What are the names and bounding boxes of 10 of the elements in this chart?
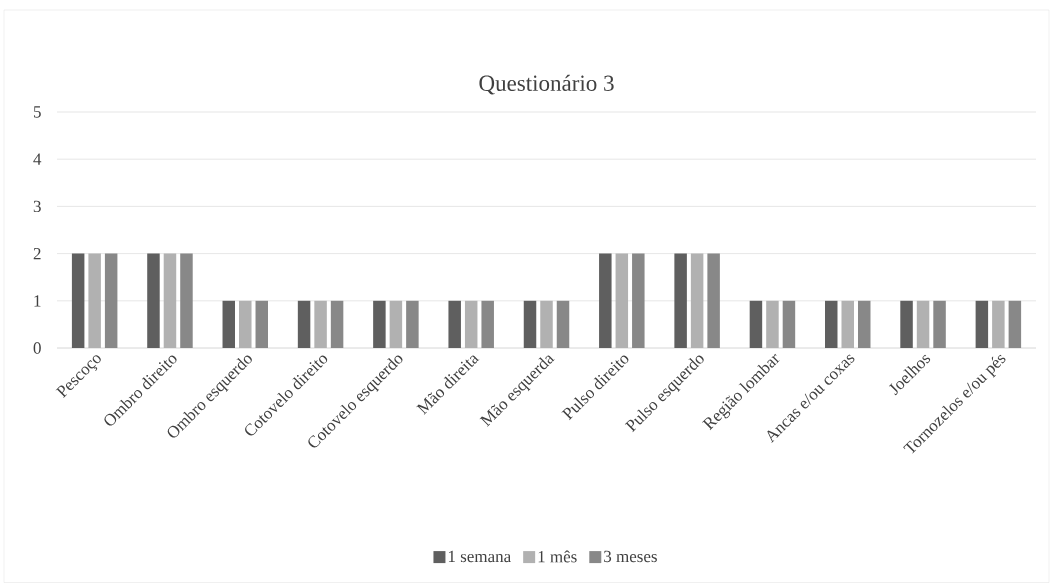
y-tick-label: 3 <box>33 200 41 213</box>
y-tick-label: 2 <box>33 247 41 260</box>
legend-label: 3 meses <box>604 550 657 563</box>
y-tick-label: 0 <box>33 342 41 354</box>
legend-label: 1 mês <box>538 550 577 563</box>
y-tick-label: 5 <box>33 106 41 118</box>
y-tick-label: 4 <box>33 153 42 165</box>
chart-title: Questionário 3 <box>479 74 614 95</box>
legend-label: 1 semana <box>448 550 511 563</box>
y-tick-label: 1 <box>34 295 41 307</box>
